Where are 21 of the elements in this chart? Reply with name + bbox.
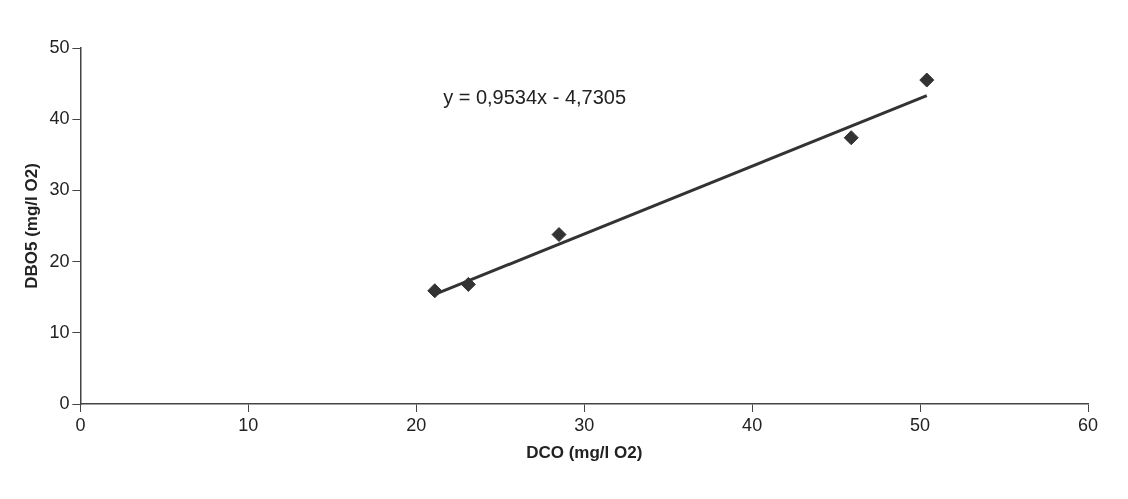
y-tick-label: 10 bbox=[49, 321, 70, 342]
annotation: y = 0,9534x - 4,7305 bbox=[443, 85, 627, 108]
x-tick-label: 0 bbox=[75, 414, 86, 435]
point bbox=[460, 276, 476, 292]
x-tick-label: 30 bbox=[574, 414, 595, 435]
x-tick-label: 20 bbox=[406, 414, 427, 435]
x-tick-label: 60 bbox=[1077, 414, 1099, 435]
y-tick-label: 0 bbox=[59, 392, 70, 413]
x-tick-label: 50 bbox=[910, 414, 931, 435]
point bbox=[919, 72, 935, 88]
point bbox=[427, 283, 443, 299]
y-tick-label: 40 bbox=[49, 108, 70, 129]
y-axis-title: DBO5 (mg/l O2) bbox=[21, 163, 41, 289]
point bbox=[551, 227, 567, 243]
y-tick-label: 50 bbox=[49, 36, 70, 57]
y-tick-label: 20 bbox=[49, 250, 70, 271]
x-axis-title: DCO (mg/l O2) bbox=[526, 443, 643, 463]
y-tick-label: 30 bbox=[49, 179, 70, 200]
point bbox=[843, 130, 859, 146]
x-tick-label: 40 bbox=[742, 414, 763, 435]
x-tick-label: 10 bbox=[238, 414, 259, 435]
